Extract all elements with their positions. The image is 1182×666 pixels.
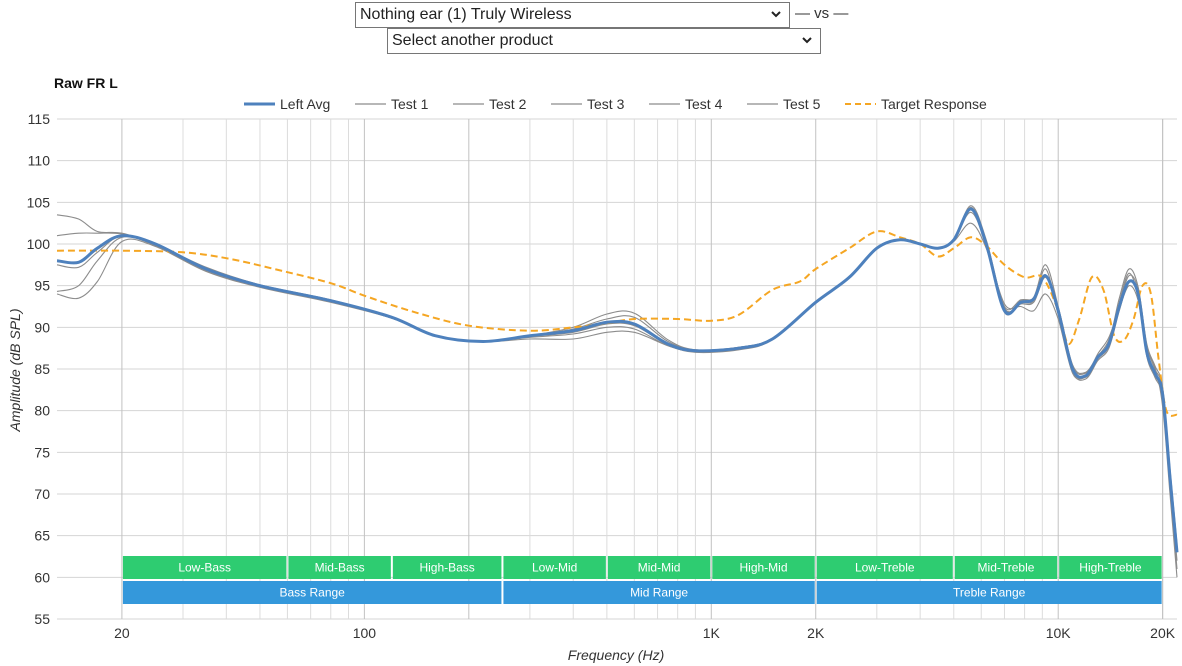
chart-title: Raw FR L: [54, 75, 118, 91]
y-tick-label: 90: [34, 319, 50, 335]
y-tick-label: 110: [28, 153, 51, 169]
range-band: [122, 581, 502, 604]
sub-range-band-label: High-Mid: [740, 561, 788, 575]
range-band-label: Treble Range: [953, 586, 1026, 600]
range-band-label: Bass Range: [279, 586, 345, 600]
legend-label: Left Avg: [280, 96, 330, 112]
series-line-left-avg: [56, 207, 1179, 553]
x-axis-ticks: 20 100 1K 2K 10K 20K: [114, 625, 1176, 641]
x-tick-label: 2K: [807, 625, 825, 641]
sub-range-band-label: Low-Bass: [178, 561, 231, 575]
y-tick-label: 115: [28, 111, 51, 127]
x-tick-label: 20K: [1150, 625, 1176, 641]
y-axis-ticks: 115 110 105 100 95 90 85 80 75 70 65 60 55: [27, 111, 51, 627]
sub-range-band: [503, 556, 606, 579]
x-axis-label: Frequency (Hz): [568, 647, 664, 663]
y-tick-label: 95: [34, 278, 50, 294]
series-line-target-response: [56, 230, 1178, 417]
sub-range-band: [607, 556, 711, 579]
y-tick-label: 55: [34, 611, 50, 627]
y-tick-label: 105: [27, 194, 51, 210]
range-band: [816, 581, 1162, 604]
y-tick-label: 80: [34, 403, 50, 419]
legend-label: Test 1: [391, 96, 429, 112]
y-axis-label: Amplitude (dB SPL): [7, 309, 23, 433]
series-line-test-5: [56, 211, 1178, 570]
sub-range-band: [954, 556, 1058, 579]
sub-range-band: [712, 556, 815, 579]
y-tick-label: 75: [34, 444, 50, 460]
chevron-down-icon: [771, 11, 781, 18]
x-tick-label: 20: [114, 625, 130, 641]
legend-label: Test 3: [587, 96, 625, 112]
compare-select-value: Select another product: [392, 32, 553, 49]
legend[interactable]: Left Avg Test 1 Test 2 Test 3 Test 4 Test 5 Ta…: [244, 96, 987, 112]
y-tick-label: 100: [27, 236, 51, 252]
y-tick-label: 65: [34, 528, 50, 544]
chevron-down-icon: [802, 37, 812, 44]
x-tick-label: 1K: [703, 625, 721, 641]
x-tick-label: 10K: [1046, 625, 1072, 641]
sub-range-band: [1059, 556, 1162, 579]
y-tick-label: 60: [34, 569, 50, 585]
series-lines: [56, 205, 1179, 578]
sub-range-band-label: Mid-Mid: [638, 561, 681, 575]
frequency-bands: Low-Bass Mid-Bass High-Bass Low-Mid Mid-Mid H…: [122, 556, 1162, 604]
product-select-value: Nothing ear (1) Truly Wireless: [360, 6, 572, 23]
sub-range-band: [288, 556, 391, 579]
sub-range-band-label: High-Treble: [1079, 561, 1142, 575]
legend-label: Test 4: [685, 96, 723, 112]
sub-range-band: [816, 556, 953, 579]
legend-label: Target Response: [881, 96, 987, 112]
range-band-label: Mid Range: [630, 586, 688, 600]
sub-range-band-label: Low-Treble: [855, 561, 915, 575]
sub-range-band-label: High-Bass: [419, 561, 474, 575]
x-tick-label: 100: [353, 625, 377, 641]
sub-range-band-label: Mid-Treble: [978, 561, 1035, 575]
range-band: [503, 581, 815, 604]
grid: [57, 118, 1177, 620]
y-tick-label: 85: [34, 361, 50, 377]
sub-range-band-label: Mid-Bass: [315, 561, 365, 575]
series-line-test-2: [56, 206, 1178, 561]
vs-label: — vs —: [795, 5, 849, 22]
sub-range-band-label: Low-Mid: [532, 561, 577, 575]
sub-range-band: [122, 556, 287, 579]
y-tick-label: 70: [34, 486, 50, 502]
legend-label: Test 2: [489, 96, 527, 112]
sub-range-band: [392, 556, 502, 579]
compare-select[interactable]: Select another product: [387, 28, 821, 54]
product-select[interactable]: Nothing ear (1) Truly Wireless: [355, 2, 790, 28]
legend-label: Test 5: [783, 96, 821, 112]
